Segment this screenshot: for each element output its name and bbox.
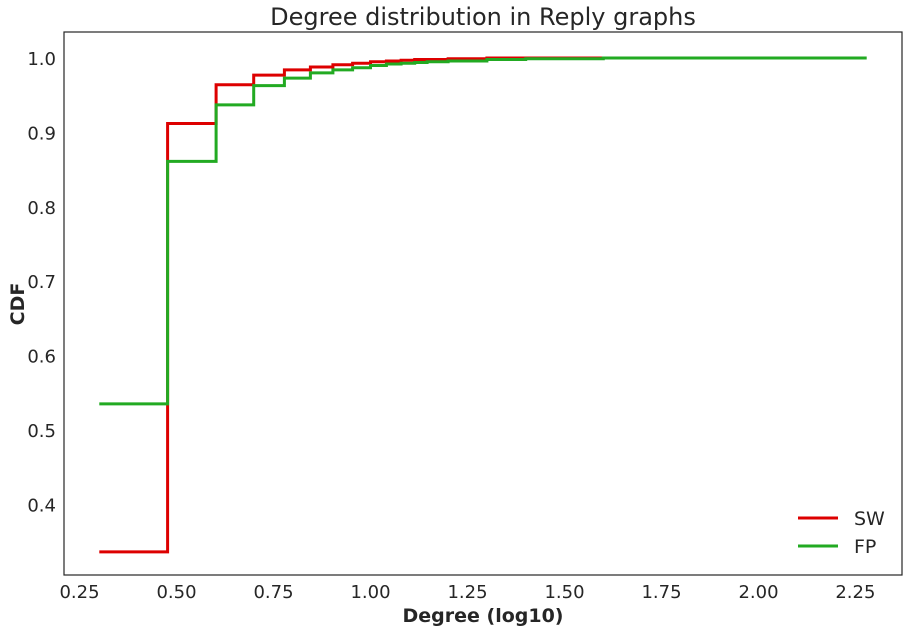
y-tick-label: 0.5 bbox=[27, 421, 56, 442]
x-tick-label: 2.25 bbox=[835, 582, 875, 603]
y-tick-label: 1.0 bbox=[27, 49, 56, 70]
x-tick-label: 1.50 bbox=[544, 582, 584, 603]
y-tick-label: 0.9 bbox=[27, 123, 56, 144]
x-tick-label: 0.50 bbox=[156, 582, 196, 603]
x-axis-label: Degree (log10) bbox=[403, 605, 564, 627]
x-tick-label: 1.00 bbox=[350, 582, 390, 603]
series-layer bbox=[99, 56, 867, 554]
y-tick-label: 0.6 bbox=[27, 347, 56, 368]
y-tick-label: 0.4 bbox=[27, 495, 56, 516]
x-tick-label: 0.25 bbox=[59, 582, 99, 603]
x-tick-label: 1.25 bbox=[447, 582, 487, 603]
y-tick-label: 0.8 bbox=[27, 198, 56, 219]
y-tick-label: 0.7 bbox=[27, 272, 56, 293]
chart-title: Degree distribution in Reply graphs bbox=[270, 3, 696, 31]
legend-label-fp: FP bbox=[854, 536, 876, 558]
legend: SW FP bbox=[798, 508, 885, 558]
plot-area bbox=[63, 31, 903, 576]
x-tick-labels: 0.25 0.50 0.75 1.00 1.25 1.50 1.75 2.00 2.25 bbox=[59, 582, 875, 603]
x-tick-label: 1.75 bbox=[641, 582, 681, 603]
x-tick-label: 0.75 bbox=[253, 582, 293, 603]
legend-label-sw: SW bbox=[854, 508, 885, 530]
y-tick-labels: 0.4 0.5 0.6 0.7 0.8 0.9 1.0 bbox=[27, 49, 56, 516]
y-axis-label: CDF bbox=[7, 283, 29, 326]
series-line-fp bbox=[99, 56, 867, 406]
x-tick-label: 2.00 bbox=[738, 582, 778, 603]
